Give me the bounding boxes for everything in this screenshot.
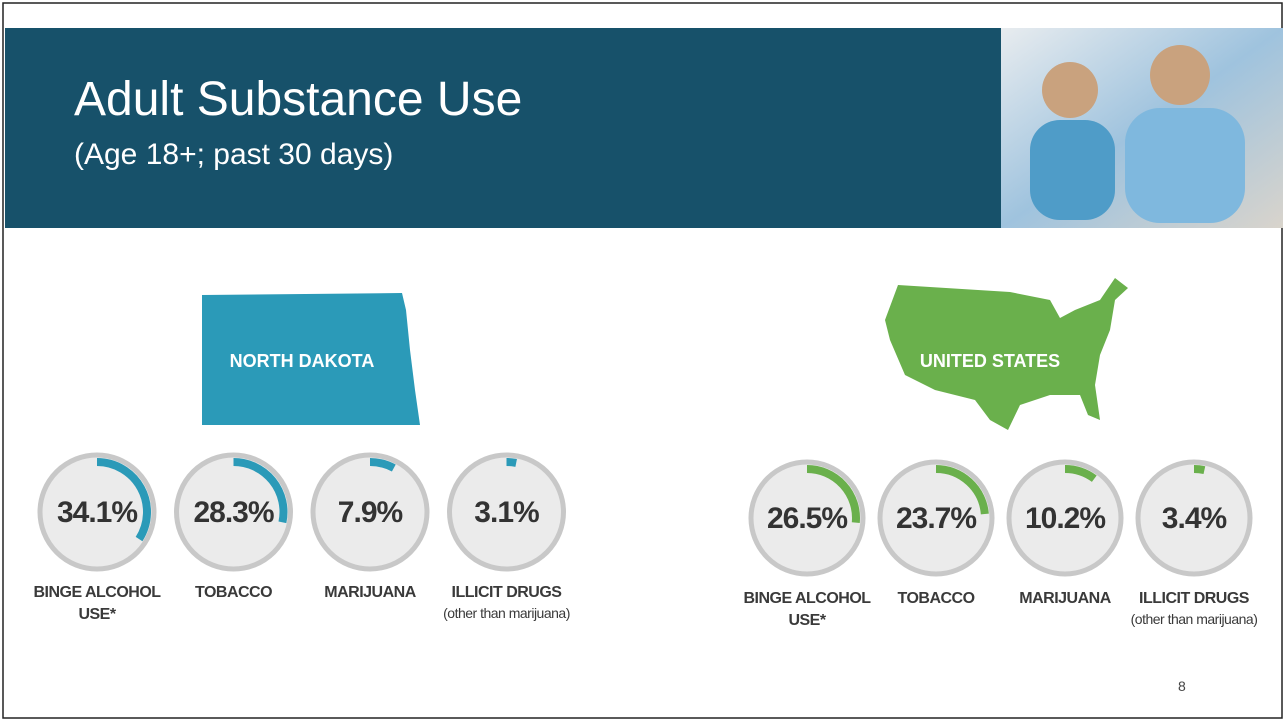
category-label: ILLICIT DRUGS (other than marijuana) <box>442 582 572 622</box>
category-name: BINGE ALCOHOL USE* <box>33 584 160 623</box>
category-label: BINGE ALCOHOL USE* <box>742 588 872 632</box>
value-label: 10.2% <box>1025 502 1105 535</box>
category-label: TOBACCO <box>871 588 1001 610</box>
category-label: TOBACCO <box>169 582 299 604</box>
value-label: 26.5% <box>767 502 847 535</box>
gauge-arc <box>507 462 517 463</box>
category-name: ILLICIT DRUGS <box>1139 590 1249 607</box>
value-label: 23.7% <box>896 502 976 535</box>
photo-person <box>1125 108 1245 223</box>
category-label: BINGE ALCOHOL USE* <box>32 582 162 626</box>
region-label: NORTH DAKOTA <box>230 351 375 371</box>
header-band <box>5 28 1001 228</box>
category-label: MARIJUANA <box>1000 588 1130 610</box>
category-note: (other than marijuana) <box>442 604 572 622</box>
photo-person <box>1030 120 1115 220</box>
slide: NORTH DAKOTA UNITED STATES 34.1% 28.3% 7.9… <box>0 0 1286 721</box>
value-label: 7.9% <box>338 496 403 529</box>
region-label: UNITED STATES <box>920 351 1060 371</box>
value-label: 3.1% <box>474 496 539 529</box>
category-name: MARIJUANA <box>324 584 416 601</box>
value-label: 34.1% <box>57 496 137 529</box>
slide-subtitle: (Age 18+; past 30 days) <box>74 138 393 172</box>
category-name: ILLICIT DRUGS <box>452 584 562 601</box>
page-number: 8 <box>1178 678 1186 694</box>
value-label: 3.4% <box>1162 502 1227 535</box>
value-label: 28.3% <box>193 496 273 529</box>
photo-person <box>1150 45 1210 105</box>
category-note: (other than marijuana) <box>1129 610 1259 628</box>
category-label: MARIJUANA <box>305 582 435 604</box>
slide-title: Adult Substance Use <box>74 72 522 127</box>
gauge-arc <box>1194 469 1204 470</box>
category-label: ILLICIT DRUGS (other than marijuana) <box>1129 588 1259 628</box>
category-name: MARIJUANA <box>1019 590 1111 607</box>
photo-person <box>1042 62 1098 118</box>
category-name: TOBACCO <box>195 584 272 601</box>
category-name: TOBACCO <box>897 590 974 607</box>
category-name: BINGE ALCOHOL USE* <box>743 590 870 629</box>
